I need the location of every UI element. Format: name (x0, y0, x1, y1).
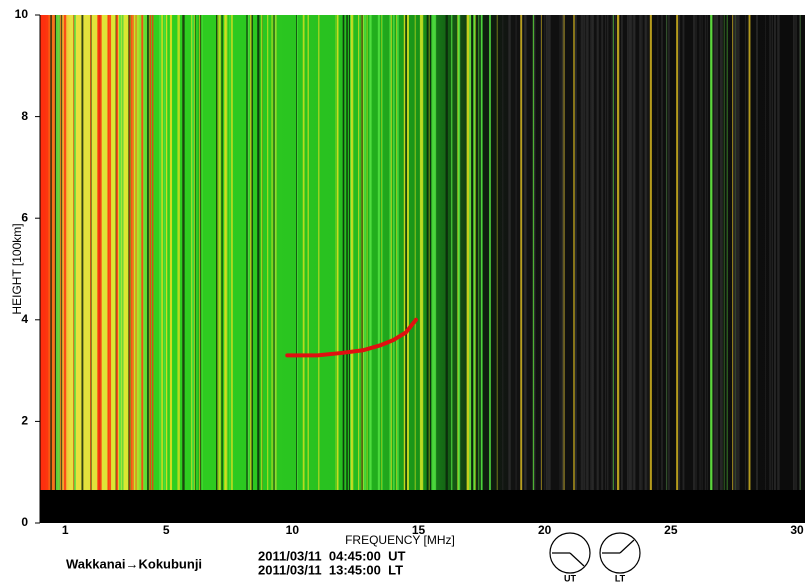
blank-band (40, 490, 805, 523)
y-tick-label: 0 (21, 515, 28, 529)
ut-clock-label: UT (564, 573, 576, 583)
path-label: Wakkanai→Kokubunji (66, 556, 202, 571)
y-tick-label: 4 (21, 312, 28, 326)
x-tick-label: 1 (62, 523, 69, 537)
clocks (549, 532, 641, 574)
x-tick-label: 10 (286, 523, 300, 537)
y-axis-label: HEIGHT [100km] (10, 223, 24, 314)
x-tick-label: 25 (664, 523, 678, 537)
y-tick-label: 10 (15, 7, 29, 21)
x-tick-label: 15 (412, 523, 426, 537)
x-tick-label: 5 (163, 523, 170, 537)
lt-time: 2011/03/11 13:45:00 LT (258, 562, 403, 577)
y-tick-label: 8 (21, 109, 28, 123)
ut-time: 2011/03/11 04:45:00 UT (258, 548, 406, 563)
lt-clock-label: LT (615, 573, 626, 583)
y-tick-label: 2 (21, 414, 28, 428)
echo-trace (285, 317, 418, 358)
x-tick-label: 20 (538, 523, 552, 537)
noise-layer (39, 15, 801, 490)
x-axis-label: FREQUENCY [MHz] (345, 533, 455, 547)
y-tick-label: 6 (21, 210, 28, 224)
x-tick-label: 30 (790, 523, 804, 537)
